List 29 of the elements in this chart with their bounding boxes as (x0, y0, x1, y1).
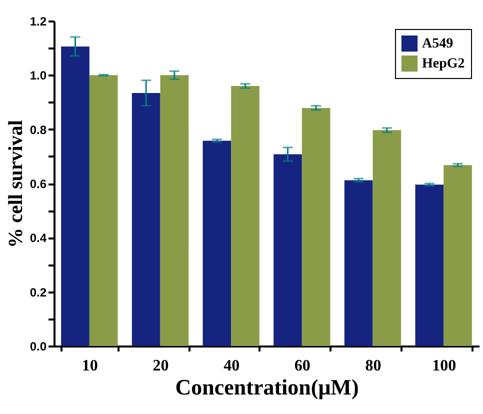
bar (160, 75, 189, 346)
bar (231, 86, 260, 346)
legend-label: HepG2 (422, 56, 465, 72)
bar (89, 75, 118, 346)
y-tick-label: 0.4 (30, 231, 47, 246)
y-axis-title: % cell survival (4, 120, 27, 248)
bar (444, 165, 472, 346)
x-tick-label: 80 (365, 358, 382, 374)
x-tick-label: 100 (432, 358, 456, 374)
bar (274, 154, 302, 346)
y-tick-label: 0.6 (30, 177, 47, 191)
y-tick-label: 0.0 (30, 340, 47, 354)
x-tick-label: 20 (152, 358, 169, 374)
x-tick-label: 40 (224, 358, 240, 374)
y-tick-label: 0.2 (30, 285, 47, 300)
bar (344, 180, 373, 346)
bar (372, 130, 402, 346)
x-axis-title: Concentration(μM) (175, 374, 359, 400)
x-tick-label: 10 (82, 358, 98, 374)
legend-label: A549 (422, 36, 454, 52)
x-tick-label: 60 (294, 358, 310, 374)
y-tick-label: 1.2 (30, 14, 47, 28)
bar (61, 46, 90, 346)
bar (132, 93, 160, 346)
y-tick-label: 0.8 (30, 122, 47, 137)
bar (415, 184, 444, 346)
bar (302, 108, 330, 346)
y-tick-label: 1.0 (30, 68, 47, 83)
bar (202, 140, 232, 346)
